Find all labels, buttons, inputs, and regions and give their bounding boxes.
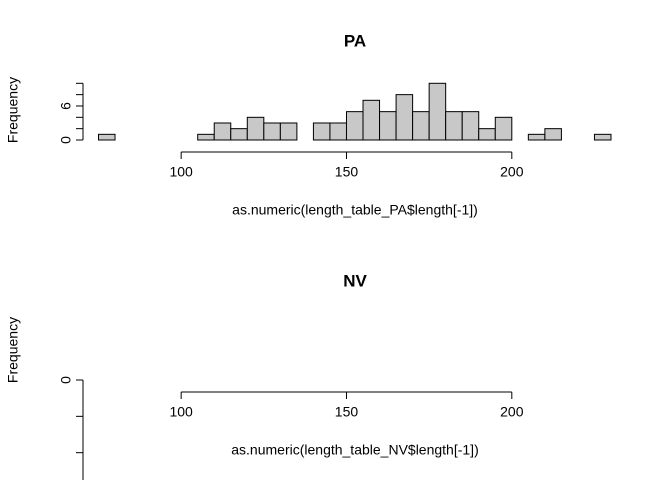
bar <box>461 111 480 141</box>
y-tick-label: 6 <box>58 102 74 110</box>
bar <box>279 122 298 141</box>
y-tick-label: 0 <box>58 376 74 384</box>
x-tick-label: 100 <box>169 164 193 180</box>
bar <box>345 111 364 141</box>
bar <box>412 111 430 141</box>
bar <box>246 116 265 141</box>
bar <box>197 133 215 141</box>
bar <box>329 122 347 141</box>
x-tick-label: 100 <box>169 404 193 420</box>
x-tick-label: 200 <box>500 164 524 180</box>
y-tick-label: 0 <box>58 136 74 144</box>
bar <box>362 99 381 141</box>
bar <box>445 111 463 141</box>
bar <box>527 133 546 141</box>
bar <box>379 111 397 141</box>
bar <box>230 128 248 141</box>
bar <box>213 122 232 141</box>
bar <box>478 128 496 141</box>
bar <box>98 133 116 141</box>
bar <box>544 128 562 141</box>
bar <box>312 122 331 141</box>
bar <box>263 122 281 141</box>
y-axis-label: Frequency <box>5 317 21 383</box>
chart-title: PA <box>344 31 366 50</box>
bar <box>494 116 513 141</box>
x-tick-label: 150 <box>335 404 359 420</box>
x-tick-label: 200 <box>500 404 524 420</box>
y-axis-label: Frequency <box>5 77 21 143</box>
bar <box>593 133 612 141</box>
x-axis-label: as.numeric(length_table_PA$length[-1]) <box>232 202 478 218</box>
chart-title: NV <box>343 271 367 290</box>
x-tick-label: 150 <box>335 164 359 180</box>
bar <box>395 94 414 141</box>
bar <box>428 82 447 141</box>
x-axis-label: as.numeric(length_table_NV$length[-1]) <box>231 442 478 458</box>
